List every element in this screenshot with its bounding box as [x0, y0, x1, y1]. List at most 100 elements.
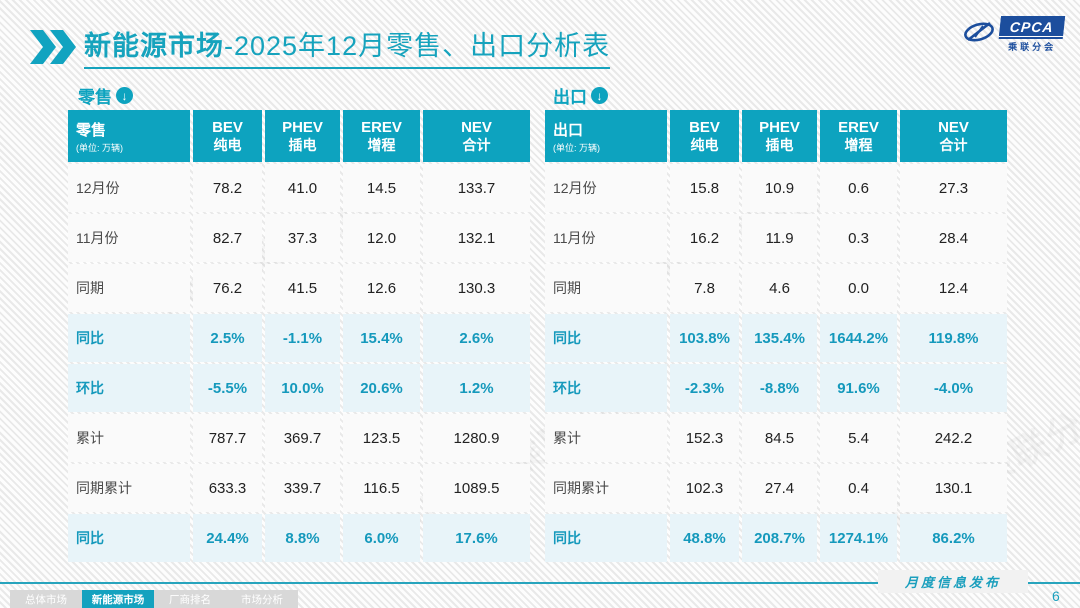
table-row: 累计 152.3 84.5 5.4 242.2 [545, 414, 1007, 462]
cell-value: 208.7% [742, 514, 817, 562]
cell-value: 10.9 [742, 164, 817, 212]
cell-value: 132.1 [423, 214, 530, 262]
row-label: 环比 [68, 364, 190, 412]
cell-value: 27.4 [742, 464, 817, 512]
cell-value: 78.2 [193, 164, 262, 212]
cell-value: 339.7 [265, 464, 340, 512]
table-row: 同期 76.2 41.5 12.6 130.3 [68, 264, 530, 312]
column-header: NEV 合计 [900, 110, 1007, 162]
page-title: 新能源市场-2025年12月零售、出口分析表 [84, 24, 611, 69]
export-section-header: 出口 ↓ [553, 83, 608, 108]
cell-value: 17.6% [423, 514, 530, 562]
footer-note: 月度信息发布 [878, 570, 1028, 593]
retail-table-body: 12月份 78.2 41.0 14.5 133.7 11月份 82.7 37.3 12.0 132… [68, 164, 530, 562]
cell-value: 123.5 [343, 414, 420, 462]
row-label: 环比 [545, 364, 667, 412]
cell-value: 1089.5 [423, 464, 530, 512]
cell-value: 102.3 [670, 464, 739, 512]
cpca-swoosh-icon [962, 18, 996, 51]
footer-tab-1[interactable]: 新能源市场 [82, 590, 154, 608]
footer-rule [0, 582, 1080, 584]
cell-value: 41.5 [265, 264, 340, 312]
table-row: 同比 2.5% -1.1% 15.4% 2.6% [68, 314, 530, 362]
cell-value: -4.0% [900, 364, 1007, 412]
column-header-cn: 纯电 [690, 136, 719, 153]
cell-value: 152.3 [670, 414, 739, 462]
column-header-en: EREV [361, 118, 402, 136]
table-row: 累计 787.7 369.7 123.5 1280.9 [68, 414, 530, 462]
cpca-logo-text: CPCA [999, 16, 1066, 37]
column-header-cn: 插电 [288, 136, 317, 153]
column-header-cn: 纯电 [213, 136, 242, 153]
cell-value: -2.3% [670, 364, 739, 412]
table-row: 11月份 82.7 37.3 12.0 132.1 [68, 214, 530, 262]
cell-value: 7.8 [670, 264, 739, 312]
column-header-en: NEV [938, 118, 969, 136]
cell-value: 15.8 [670, 164, 739, 212]
corner-title: 出口 [553, 121, 584, 139]
column-header-en: EREV [838, 118, 879, 136]
row-label: 11月份 [68, 214, 190, 262]
cell-value: 2.6% [423, 314, 530, 362]
table-row: 环比 -5.5% 10.0% 20.6% 1.2% [68, 364, 530, 412]
cell-value: 119.8% [900, 314, 1007, 362]
retail-table: 零售 (单位: 万辆) BEV 纯电 PHEV 插电 EREV 增程 NEV 合计 12月份 7… [68, 110, 530, 562]
column-header: PHEV 插电 [742, 110, 817, 162]
column-header-cn: 合计 [462, 136, 491, 153]
cell-value: 82.7 [193, 214, 262, 262]
cell-value: 1.2% [423, 364, 530, 412]
cell-value: 133.7 [423, 164, 530, 212]
cell-value: 0.0 [820, 264, 897, 312]
row-label: 11月份 [545, 214, 667, 262]
cell-value: 1280.9 [423, 414, 530, 462]
row-label: 同比 [545, 514, 667, 562]
column-header: EREV 增程 [343, 110, 420, 162]
export-table-header: 出口 (单位: 万辆) BEV 纯电 PHEV 插电 EREV 增程 NEV 合计 [545, 110, 1007, 162]
row-label: 同期 [545, 264, 667, 312]
table-row: 12月份 78.2 41.0 14.5 133.7 [68, 164, 530, 212]
retail-table-header: 零售 (单位: 万辆) BEV 纯电 PHEV 插电 EREV 增程 NEV 合计 [68, 110, 530, 162]
double-chevron-icon [30, 30, 76, 69]
cell-value: 16.2 [670, 214, 739, 262]
row-label: 12月份 [545, 164, 667, 212]
table-row: 同期累计 102.3 27.4 0.4 130.1 [545, 464, 1007, 512]
column-header-en: PHEV [759, 118, 800, 136]
column-header-cn: 合计 [939, 136, 968, 153]
retail-section-label: 零售 [78, 88, 112, 107]
column-header: PHEV 插电 [265, 110, 340, 162]
cell-value: 130.3 [423, 264, 530, 312]
table-row: 同比 48.8% 208.7% 1274.1% 86.2% [545, 514, 1007, 562]
column-header-cn: 增程 [367, 136, 396, 153]
cell-value: 242.2 [900, 414, 1007, 462]
cell-value: 86.2% [900, 514, 1007, 562]
export-section-label: 出口 [553, 88, 587, 107]
corner-unit: (单位: 万辆) [76, 142, 123, 153]
cell-value: 76.2 [193, 264, 262, 312]
table-row: 11月份 16.2 11.9 0.3 28.4 [545, 214, 1007, 262]
table-row: 同比 103.8% 135.4% 1644.2% 119.8% [545, 314, 1007, 362]
cell-value: 20.6% [343, 364, 420, 412]
page-number: 6 [1052, 588, 1060, 604]
column-header-cn: 增程 [844, 136, 873, 153]
cell-value: 37.3 [265, 214, 340, 262]
cell-value: 6.0% [343, 514, 420, 562]
cell-value: 48.8% [670, 514, 739, 562]
cell-value: 1644.2% [820, 314, 897, 362]
column-header: BEV 纯电 [670, 110, 739, 162]
footer-tab-2[interactable]: 厂商排名 [154, 590, 226, 608]
cpca-logo-cn: 乘联分会 [1008, 42, 1057, 52]
footer-tab-0[interactable]: 总体市场 [10, 590, 82, 608]
row-label: 同期 [68, 264, 190, 312]
export-table: 出口 (单位: 万辆) BEV 纯电 PHEV 插电 EREV 增程 NEV 合计 12月份 1… [545, 110, 1007, 562]
cell-value: 10.0% [265, 364, 340, 412]
cell-value: 0.4 [820, 464, 897, 512]
table-row: 同比 24.4% 8.8% 6.0% 17.6% [68, 514, 530, 562]
cell-value: 2.5% [193, 314, 262, 362]
column-header-en: PHEV [282, 118, 323, 136]
export-table-body: 12月份 15.8 10.9 0.6 27.3 11月份 16.2 11.9 0.3 28.4 同期… [545, 164, 1007, 562]
cell-value: 787.7 [193, 414, 262, 462]
row-label: 同期累计 [545, 464, 667, 512]
footer-tab-3[interactable]: 市场分析 [226, 590, 298, 608]
row-label: 12月份 [68, 164, 190, 212]
